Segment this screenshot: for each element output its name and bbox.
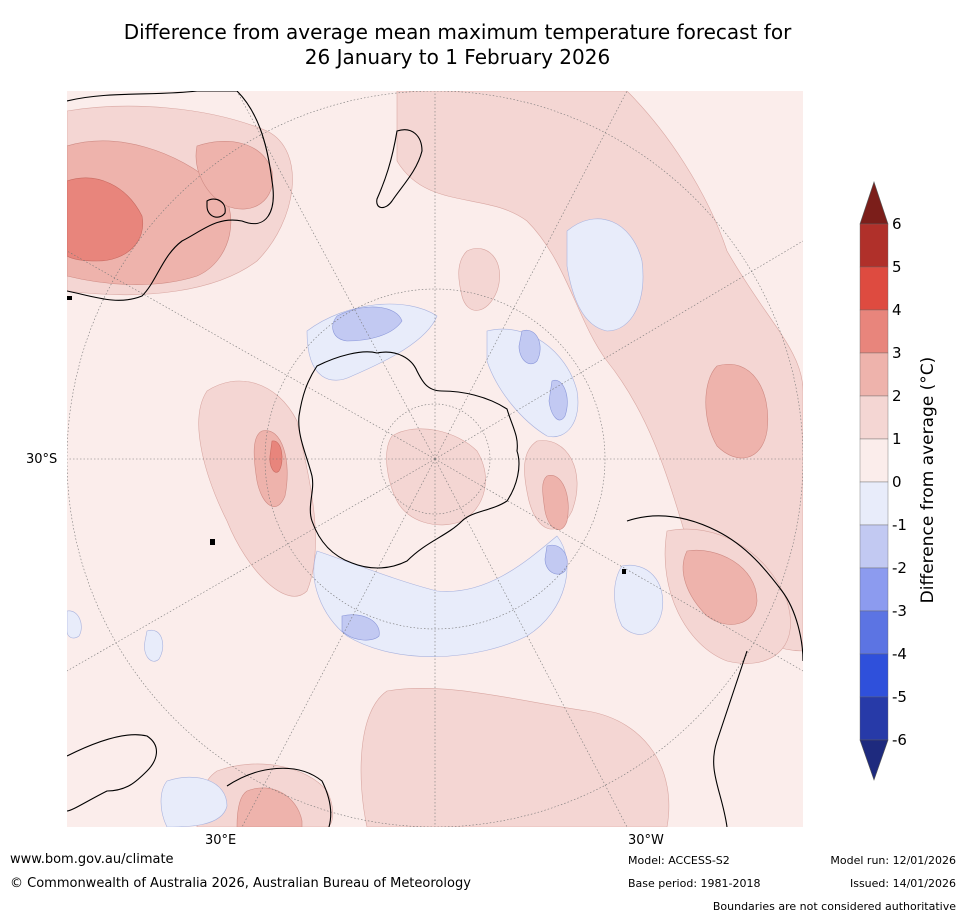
colorbar-tick-label: 2 <box>892 387 902 405</box>
map-canvas <box>67 91 803 827</box>
colorbar-tick-label: 0 <box>892 473 902 491</box>
lat-label-30s: 30°S <box>26 452 58 467</box>
footer-model: Model: ACCESS-S2 <box>628 854 730 867</box>
colorbar-segment <box>859 309 889 354</box>
title-line-2: 26 January to 1 February 2026 <box>304 45 611 69</box>
colorbar-tick-label: -4 <box>892 645 907 663</box>
colorbar-segment <box>859 481 889 526</box>
lon-label-30e: 30°E <box>205 833 237 848</box>
footer-model-run: Model run: 12/01/2026 <box>830 854 956 867</box>
colorbar-tick-label: -1 <box>892 516 907 534</box>
colorbar-tick-label: -5 <box>892 688 907 706</box>
colorbar-segment <box>859 610 889 655</box>
lat-circle-60s <box>264 288 606 630</box>
footer-base-period: Base period: 1981-2018 <box>628 877 761 890</box>
polar-map <box>67 91 803 827</box>
colorbar-segment <box>859 352 889 397</box>
colorbar-segment <box>859 696 889 741</box>
colorbar-segment <box>859 653 889 698</box>
lat-circle-75s <box>379 403 491 515</box>
colorbar-segment <box>859 438 889 483</box>
footer-copyright: © Commonwealth of Australia 2026, Austra… <box>10 876 471 891</box>
coastlines <box>67 91 803 827</box>
islands <box>67 296 626 574</box>
colorbar-segment <box>859 395 889 440</box>
colorbar-segment <box>859 223 889 268</box>
colorbar-tick-label: -2 <box>892 559 907 577</box>
colorbar-segment <box>859 266 889 311</box>
colorbar-title-text: Difference from average (°C) <box>918 356 938 604</box>
meridian-lines <box>67 91 803 827</box>
colorbar-segment <box>859 524 889 569</box>
colorbar-tick-label: 5 <box>892 258 902 276</box>
colorbar-extend-bottom <box>859 739 889 781</box>
colorbar: 6 5 4 3 2 1 0 -1 -2 -3 -4 -5 -6 <box>856 180 965 790</box>
footer-issued: Issued: 14/01/2026 <box>849 877 956 890</box>
footer-disclaimer: Boundaries are not considered authoritat… <box>712 900 956 913</box>
colorbar-tick-label: 1 <box>892 430 902 448</box>
colorbar-tick-label: 3 <box>892 344 902 362</box>
colorbar-extend-top <box>859 181 889 225</box>
colorbar-tick-label: -6 <box>892 731 907 749</box>
anomaly-field-minus2-to-minus1 <box>332 306 568 641</box>
footer-website: www.bom.gov.au/climate <box>10 852 174 867</box>
colorbar-title: Difference from average (°C) <box>918 330 938 630</box>
anomaly-field-3-to-4 <box>67 177 283 473</box>
lon-label-30w: 30°W <box>628 833 664 848</box>
map-title: Difference from average mean maximum tem… <box>60 20 855 70</box>
colorbar-tick-label: 6 <box>892 215 902 233</box>
title-line-1: Difference from average mean maximum tem… <box>123 20 792 44</box>
colorbar-tick-label: 4 <box>892 301 902 319</box>
colorbar-bar <box>859 181 889 781</box>
colorbar-segment <box>859 567 889 612</box>
colorbar-tick-label: -3 <box>892 602 907 620</box>
